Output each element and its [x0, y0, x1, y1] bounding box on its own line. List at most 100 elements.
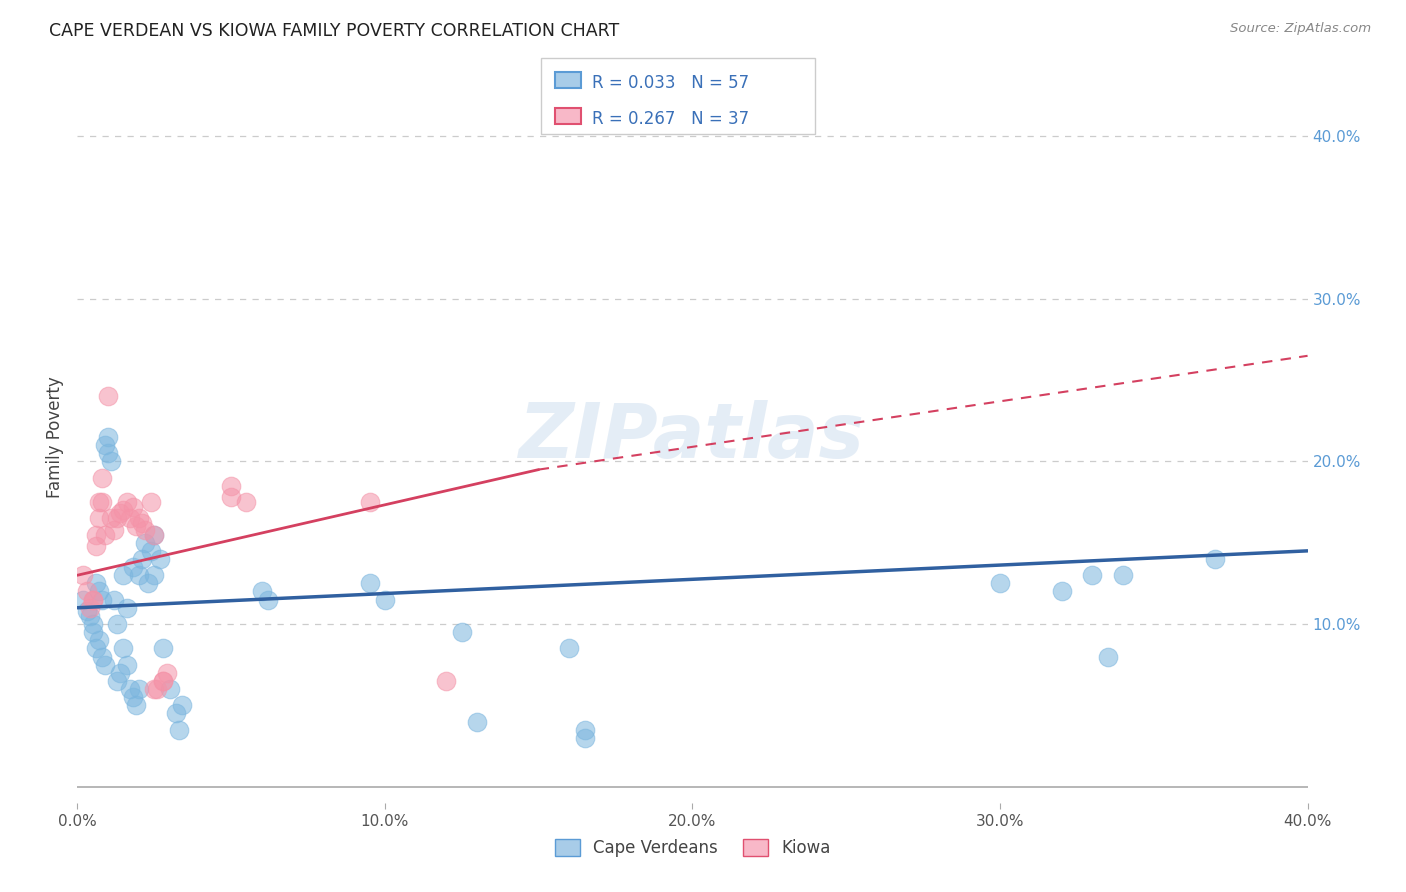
Point	[105, 511, 128, 525]
Legend: Cape Verdeans, Kiowa: Cape Verdeans, Kiowa	[548, 832, 837, 864]
Point	[436, 673, 458, 688]
Point	[76, 584, 98, 599]
Point	[159, 681, 181, 696]
Point	[87, 633, 110, 648]
Point	[105, 673, 128, 688]
Point	[125, 519, 148, 533]
Point	[134, 535, 156, 549]
Point	[152, 673, 174, 688]
Point	[1097, 649, 1119, 664]
Point	[87, 511, 110, 525]
Point	[90, 471, 114, 485]
Point	[125, 698, 148, 713]
Point	[100, 511, 122, 525]
Point	[115, 495, 138, 509]
Point	[84, 539, 107, 553]
Point	[84, 576, 107, 591]
Point	[165, 706, 187, 721]
Point	[257, 592, 280, 607]
Point	[121, 500, 143, 514]
Point	[90, 495, 114, 509]
Point	[128, 681, 150, 696]
Point	[465, 714, 488, 729]
Point	[112, 503, 135, 517]
Point	[988, 576, 1011, 591]
Point	[103, 523, 125, 537]
Point	[112, 641, 135, 656]
Point	[359, 495, 381, 509]
Point	[170, 698, 193, 713]
Point	[250, 584, 273, 599]
Point	[79, 600, 101, 615]
Point	[134, 523, 156, 537]
Text: R = 0.267   N = 37: R = 0.267 N = 37	[592, 110, 749, 128]
Point	[1081, 568, 1104, 582]
Point	[94, 438, 117, 452]
Point	[118, 511, 141, 525]
Point	[110, 507, 132, 521]
Point	[149, 552, 172, 566]
Point	[219, 479, 242, 493]
Point	[121, 690, 143, 705]
Point	[103, 592, 125, 607]
Point	[574, 731, 596, 745]
Point	[94, 527, 117, 541]
Point	[87, 495, 110, 509]
Point	[143, 568, 166, 582]
Point	[128, 511, 150, 525]
Point	[1050, 584, 1073, 599]
Point	[1112, 568, 1135, 582]
Point	[574, 723, 596, 737]
Point	[87, 584, 110, 599]
Point	[235, 495, 257, 509]
Point	[143, 527, 166, 541]
Point	[143, 527, 166, 541]
Point	[84, 641, 107, 656]
Point	[110, 665, 132, 680]
Text: Source: ZipAtlas.com: Source: ZipAtlas.com	[1230, 22, 1371, 36]
Point	[146, 681, 169, 696]
Y-axis label: Family Poverty: Family Poverty	[46, 376, 65, 498]
Point	[90, 592, 114, 607]
Point	[84, 527, 107, 541]
Point	[131, 516, 153, 531]
Point	[97, 389, 120, 403]
Point	[115, 657, 138, 672]
Point	[72, 568, 94, 582]
Text: CAPE VERDEAN VS KIOWA FAMILY POVERTY CORRELATION CHART: CAPE VERDEAN VS KIOWA FAMILY POVERTY COR…	[49, 22, 620, 40]
Point	[131, 552, 153, 566]
Point	[167, 723, 190, 737]
Point	[374, 592, 396, 607]
Text: ZIPatlas: ZIPatlas	[519, 401, 866, 474]
Point	[155, 665, 177, 680]
Point	[105, 617, 128, 632]
Point	[82, 592, 104, 607]
Point	[143, 681, 166, 696]
Point	[450, 625, 472, 640]
Point	[219, 490, 242, 504]
Point	[100, 454, 122, 468]
Point	[97, 430, 120, 444]
Point	[128, 568, 150, 582]
Point	[72, 592, 94, 607]
Point	[82, 592, 104, 607]
Text: R = 0.033   N = 57: R = 0.033 N = 57	[592, 74, 749, 92]
Point	[558, 641, 581, 656]
Point	[121, 560, 143, 574]
Point	[359, 576, 381, 591]
Point	[90, 649, 114, 664]
Point	[112, 568, 135, 582]
Point	[94, 657, 117, 672]
Point	[82, 625, 104, 640]
Point	[152, 641, 174, 656]
Point	[82, 617, 104, 632]
Point	[118, 681, 141, 696]
Point	[79, 608, 101, 623]
Point	[141, 495, 163, 509]
Point	[1204, 552, 1226, 566]
Point	[76, 604, 98, 618]
Point	[141, 544, 163, 558]
Point	[97, 446, 120, 460]
Point	[136, 576, 159, 591]
Point	[115, 600, 138, 615]
